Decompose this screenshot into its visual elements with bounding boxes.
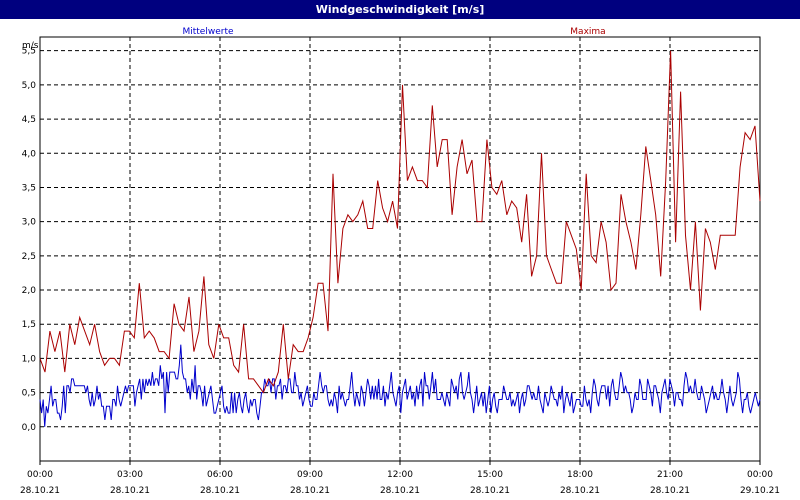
x-tick-time: 12:00 — [387, 470, 413, 480]
x-tick-time: 06:00 — [207, 470, 233, 480]
x-tick-time: 21:00 — [657, 470, 683, 480]
x-tick-date: 28.10.21 — [110, 486, 150, 496]
y-tick-label: 2,5 — [22, 252, 36, 262]
x-tick-date: 28.10.21 — [290, 486, 330, 496]
x-tick-date: 28.10.21 — [650, 486, 690, 496]
x-tick-date: 28.10.21 — [380, 486, 420, 496]
x-tick-time: 09:00 — [297, 470, 323, 480]
series-line-maxima — [39, 50, 761, 394]
x-axis-ticks: 00:00 28.10.21 03:00 28.10.21 06:00 28.10.21 0… — [20, 461, 780, 496]
y-tick-label: 1,5 — [22, 320, 36, 330]
legend-maxima: Maxima — [570, 27, 605, 37]
x-tick-date: 28.10.21 — [200, 486, 240, 496]
x-tick-time: 00:00 — [747, 470, 773, 480]
x-tick-date: 28.10.21 — [560, 486, 600, 496]
chart-title: Windgeschwindigkeit [m/s] — [0, 0, 800, 19]
x-tick-time: 03:00 — [117, 470, 143, 480]
y-tick-label: 4,5 — [22, 115, 36, 125]
y-axis-label: m/s — [22, 41, 39, 51]
y-tick-label: 3,0 — [22, 218, 37, 228]
x-tick-date: 28.10.21 — [470, 486, 510, 496]
y-axis-ticks: 0,0 0,5 1,0 1,5 2,0 2,5 3,0 3,5 4,0 4,5 5,0 5,5 — [22, 47, 37, 433]
x-tick-time: 15:00 — [477, 470, 503, 480]
y-tick-label: 5,0 — [22, 81, 37, 91]
x-tick-time: 18:00 — [567, 470, 593, 480]
y-tick-label: 0,5 — [22, 389, 36, 399]
legend-mittelwerte: Mittelwerte — [182, 27, 233, 37]
y-tick-label: 2,0 — [22, 286, 37, 296]
y-tick-label: 3,5 — [22, 183, 36, 193]
x-tick-date: 29.10.21 — [740, 486, 780, 496]
y-tick-label: 5,5 — [22, 47, 36, 57]
series-line-mittelwerte — [39, 344, 761, 427]
series-lines — [39, 50, 761, 427]
x-tick-time: 00:00 — [27, 470, 53, 480]
y-tick-label: 4,0 — [22, 149, 37, 159]
y-tick-label: 0,0 — [22, 423, 37, 433]
x-tick-date: 28.10.21 — [20, 486, 60, 496]
y-tick-label: 1,0 — [22, 354, 37, 364]
